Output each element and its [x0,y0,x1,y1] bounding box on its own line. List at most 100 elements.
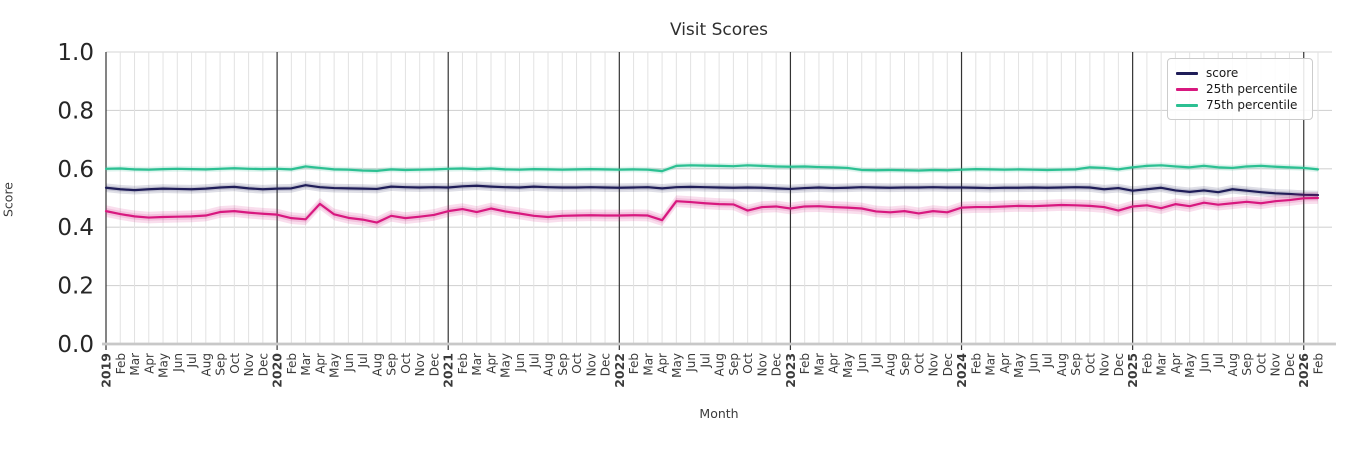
x-tick-label: May [499,353,513,378]
x-tick-label: 2020 [270,353,285,388]
x-tick-label: Jul [185,353,199,368]
x-tick-label: 2024 [954,353,969,388]
x-tick-label: Jun [171,353,185,373]
x-tick-label: Sep [556,353,570,376]
x-tick-label: Jul [527,353,541,368]
x-tick-label: Jun [1026,353,1040,373]
x-tick-label: Dec [427,353,441,376]
y-tick-label: 0.4 [57,215,94,241]
band-score [106,180,1318,200]
x-tick-label: Aug [370,353,384,376]
x-tick-label: Dec [1283,353,1297,376]
y-tick-label: 0.0 [57,332,94,358]
x-tick-label: Oct [741,353,755,374]
x-tick-label: 2026 [1296,353,1311,388]
x-tick-label: Dec [256,353,270,376]
x-tick-label: Sep [727,353,741,376]
x-tick-label: Apr [313,353,327,374]
x-tick-label: Jul [356,353,370,368]
x-tick-label: Sep [385,353,399,376]
x-tick-label: Nov [755,353,769,376]
x-tick-label: Oct [912,353,926,374]
score-line-swatch [1176,71,1198,75]
x-tick-label: Feb [285,353,299,374]
x-tick-label: Mar [812,353,826,376]
x-tick-label: Apr [142,353,156,374]
x-tick-label: Feb [969,353,983,374]
x-tick-label: Jun [1197,353,1211,373]
x-tick-label: Feb [627,353,641,374]
line-score [104,184,1320,197]
x-tick-label: Nov [927,353,941,376]
x-tick-label: Sep [898,353,912,376]
legend-item-score: score [1176,65,1304,81]
x-tick-label: Jun [342,353,356,373]
x-tick-label: Aug [713,353,727,376]
legend-item-75th-percentile: 75th percentile [1176,97,1304,113]
x-tick-label: Jul [1041,353,1055,368]
x-tick-label: Oct [1083,353,1097,374]
x-tick-label: May [670,353,684,378]
x-tick-label: 2025 [1125,353,1140,388]
x-tick-label: Dec [770,353,784,376]
x-tick-label: Nov [584,353,598,376]
x-tick-label: Jun [684,353,698,373]
x-tick-label: Oct [228,353,242,374]
x-tick-label: Dec [941,353,955,376]
x-tick-label: Mar [641,353,655,376]
p25-line-swatch [1176,87,1198,91]
x-tick-label: May [841,353,855,378]
x-tick-label: Feb [798,353,812,374]
x-tick-label: Nov [1098,353,1112,376]
x-tick-label: Aug [884,353,898,376]
x-tick-label: 2019 [99,353,114,388]
y-tick-label: 0.6 [57,157,94,183]
line-75th-percentile [104,164,1320,173]
legend-item-25th-percentile: 25th percentile [1176,81,1304,97]
y-tick-label: 1.0 [57,40,94,66]
x-tick-label: Nov [1269,353,1283,376]
x-tick-label: 2022 [612,353,627,388]
x-tick-label: Jun [513,353,527,373]
y-axis-label: Score [0,182,16,218]
p75-line-swatch [1176,103,1198,107]
x-tick-label: Mar [128,353,142,376]
x-tick-label: Aug [1226,353,1240,376]
x-tick-label: Feb [114,353,128,374]
x-tick-label: 2023 [783,353,798,388]
legend: score 25th percentile 75th percentile [1167,58,1313,120]
x-tick-label: Apr [484,353,498,374]
x-tick-label: Dec [599,353,613,376]
band-75th-percentile [106,162,1318,175]
x-tick-label: Sep [1240,353,1254,376]
x-tick-label: Feb [1140,353,1154,374]
legend-label: 75th percentile [1206,98,1298,112]
x-tick-label: Feb [1312,353,1326,374]
x-tick-label: Apr [1169,353,1183,374]
chart-title: Visit Scores [669,20,769,40]
x-tick-label: Aug [1055,353,1069,376]
x-tick-label: May [157,353,171,378]
x-tick-label: 2021 [441,353,456,388]
x-tick-label: Oct [399,353,413,374]
x-tick-label: Aug [542,353,556,376]
x-tick-label: Sep [214,353,228,376]
x-tick-label: Aug [199,353,213,376]
x-tick-label: May [328,353,342,378]
x-tick-label: Jun [855,353,869,373]
x-tick-label: May [1012,353,1026,378]
x-tick-label: Dec [1112,353,1126,376]
x-tick-label: Sep [1069,353,1083,376]
x-tick-label: Mar [984,353,998,376]
x-tick-label: May [1183,353,1197,378]
x-tick-label: Apr [656,353,670,374]
x-tick-label: Mar [1155,353,1169,376]
legend-label: 25th percentile [1206,82,1298,96]
x-tick-label: Nov [413,353,427,376]
x-tick-label: Jul [698,353,712,368]
y-tick-label: 0.2 [57,274,94,300]
line-25th-percentile [104,196,1320,224]
x-tick-label: Jul [1212,353,1226,368]
